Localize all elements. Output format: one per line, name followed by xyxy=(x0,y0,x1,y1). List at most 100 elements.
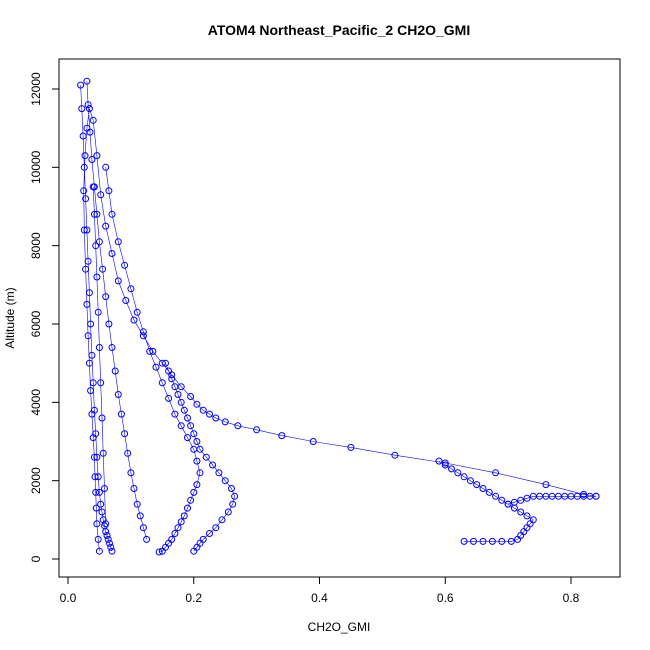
data-point xyxy=(97,191,105,199)
data-point xyxy=(498,537,506,545)
data-point xyxy=(347,443,355,451)
data-point xyxy=(93,453,101,461)
data-point xyxy=(488,537,496,545)
data-point xyxy=(196,469,204,477)
data-point xyxy=(77,81,85,89)
data-point xyxy=(146,347,154,355)
data-point xyxy=(580,490,588,498)
data-point xyxy=(174,524,182,532)
data-point xyxy=(218,516,226,524)
data-point xyxy=(92,242,100,250)
plot-frame xyxy=(58,58,621,578)
data-point xyxy=(94,308,102,316)
data-point xyxy=(136,512,144,520)
data-point xyxy=(470,537,477,545)
data-point xyxy=(542,481,550,489)
data-point xyxy=(479,485,487,492)
data-point xyxy=(162,359,169,367)
data-point xyxy=(529,516,537,524)
data-point xyxy=(171,410,179,418)
data-point xyxy=(102,293,110,301)
data-point xyxy=(168,375,176,383)
data-point xyxy=(95,238,103,246)
data-point xyxy=(114,391,122,398)
data-point xyxy=(171,383,179,391)
y-axis-label: Altitude (m) xyxy=(3,287,17,348)
data-point xyxy=(184,414,191,422)
data-point xyxy=(101,485,108,492)
data-point xyxy=(111,367,119,375)
x-tick-label: 0.0 xyxy=(60,591,77,605)
data-point xyxy=(158,379,166,387)
data-point xyxy=(224,508,232,516)
data-point xyxy=(187,393,195,400)
y-tick-label: 6000 xyxy=(29,310,43,337)
x-axis: 0.0 0.2 0.4 0.6 0.8 xyxy=(60,576,580,605)
series-line xyxy=(86,81,147,540)
data-point xyxy=(80,163,88,171)
series-line xyxy=(92,186,106,524)
data-point xyxy=(454,469,462,477)
data-point xyxy=(83,226,91,234)
data-point xyxy=(504,500,512,508)
data-point xyxy=(102,163,110,171)
data-point xyxy=(95,344,103,351)
data-point xyxy=(492,469,500,477)
data-point xyxy=(108,344,116,351)
data-point xyxy=(83,77,91,85)
y-tick-label: 10000 xyxy=(29,150,43,184)
data-point xyxy=(93,520,101,528)
data-point xyxy=(86,128,94,136)
data-point xyxy=(193,457,201,465)
data-point xyxy=(234,422,242,430)
data-point xyxy=(90,406,98,414)
data-point xyxy=(517,508,525,516)
data-point xyxy=(492,492,500,500)
data-point xyxy=(517,496,525,504)
data-point xyxy=(485,488,493,496)
x-tick-label: 0.2 xyxy=(185,591,202,605)
data-point xyxy=(206,530,213,537)
data-point xyxy=(187,496,195,504)
data-point xyxy=(460,537,468,545)
data-point xyxy=(130,316,138,324)
data-point xyxy=(108,210,116,218)
y-tick-label: 12000 xyxy=(29,72,43,106)
data-point xyxy=(94,535,102,543)
x-axis-label: CH2O_GMI xyxy=(308,620,371,634)
data-point xyxy=(87,320,95,328)
data-point xyxy=(89,116,97,124)
data-point xyxy=(143,535,151,543)
data-point xyxy=(114,277,122,285)
y-tick-label: 8000 xyxy=(29,232,43,259)
data-point xyxy=(592,492,600,500)
data-point xyxy=(231,492,239,500)
data-point xyxy=(95,547,103,555)
data-point xyxy=(479,537,487,545)
data-point xyxy=(193,481,201,489)
data-point xyxy=(206,410,213,418)
series-line xyxy=(105,167,201,553)
data-point xyxy=(165,367,173,375)
data-point xyxy=(184,434,191,442)
data-point xyxy=(92,504,100,512)
data-point xyxy=(133,500,141,508)
data-point xyxy=(228,485,235,492)
data-point xyxy=(99,265,107,273)
data-point xyxy=(523,512,531,520)
data-point xyxy=(108,250,116,257)
data-point xyxy=(152,363,160,371)
data-point xyxy=(158,547,166,555)
data-point xyxy=(88,351,96,359)
data-point xyxy=(95,488,103,496)
data-point xyxy=(523,494,531,502)
data-point xyxy=(199,406,207,414)
data-point xyxy=(102,222,110,230)
data-point xyxy=(221,477,229,485)
data-point xyxy=(102,528,110,536)
data-point xyxy=(309,438,317,445)
data-point xyxy=(466,477,474,485)
data-point xyxy=(121,261,129,269)
data-point xyxy=(139,524,147,532)
data-point xyxy=(177,518,185,526)
